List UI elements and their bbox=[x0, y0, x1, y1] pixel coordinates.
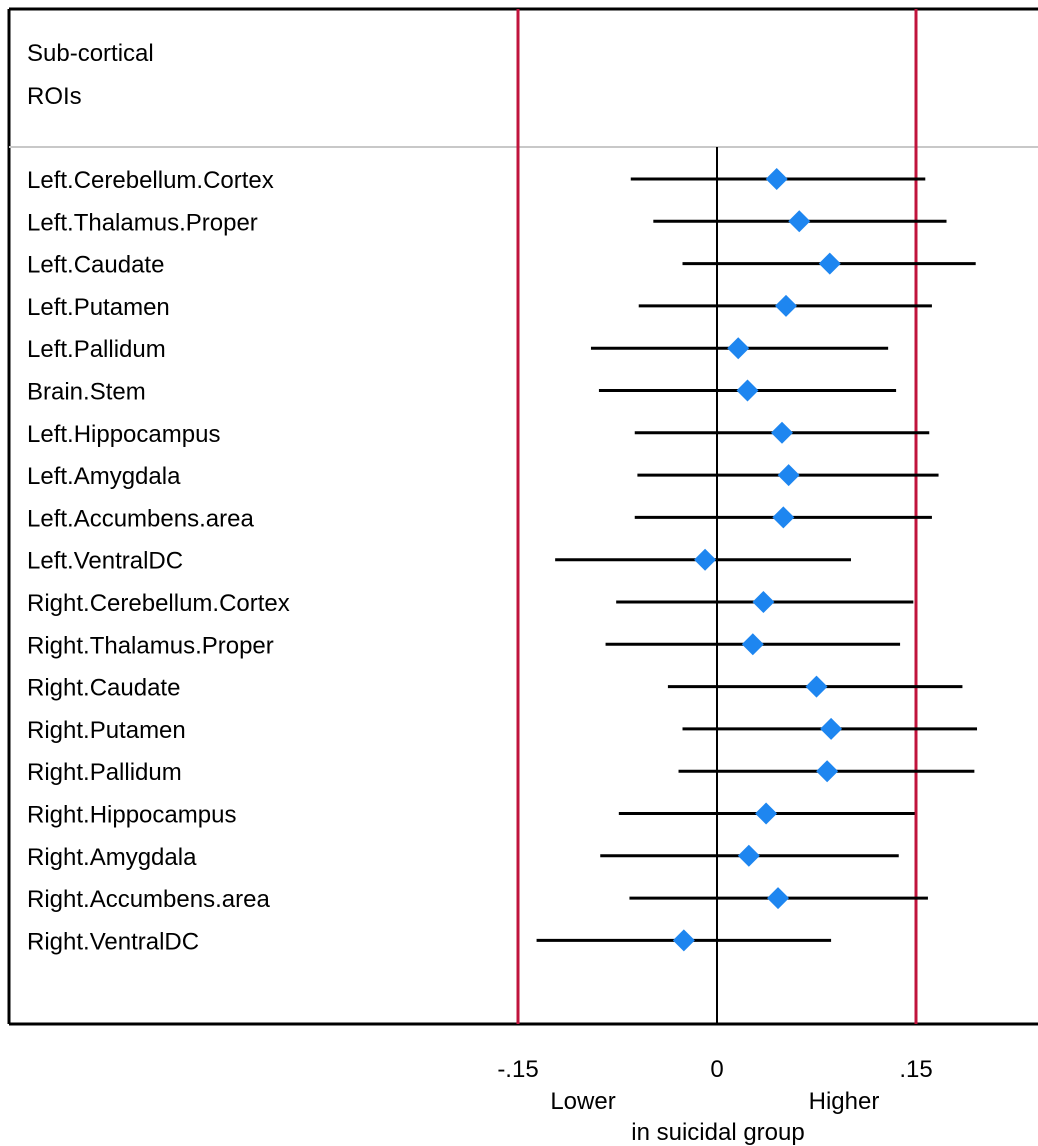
header-title-line-2: ROIs bbox=[27, 83, 82, 110]
estimate-marker bbox=[752, 591, 775, 613]
estimate-marker bbox=[741, 633, 764, 656]
row-label: Right.Thalamus.Proper bbox=[27, 632, 274, 659]
estimate-marker bbox=[767, 887, 790, 910]
higher-label: Higher bbox=[809, 1088, 880, 1115]
row-label: Left.Pallidum bbox=[27, 336, 166, 363]
row-label: Right.Caudate bbox=[27, 675, 180, 702]
estimate-marker bbox=[820, 717, 843, 740]
estimate-marker bbox=[805, 675, 828, 698]
row-label: Left.Caudate bbox=[27, 252, 164, 279]
estimate-marker bbox=[736, 379, 759, 402]
row-label: Left.Cerebellum.Cortex bbox=[27, 167, 274, 194]
row-label: Left.Thalamus.Proper bbox=[27, 209, 258, 236]
row-label: Brain.Stem bbox=[27, 379, 146, 406]
estimate-marker bbox=[816, 760, 839, 783]
estimate-marker bbox=[727, 337, 750, 360]
estimate-markers bbox=[672, 168, 843, 952]
estimate-marker bbox=[772, 506, 795, 529]
axis-tick-label: .15 bbox=[899, 1056, 932, 1083]
row-label: Right.Cerebellum.Cortex bbox=[27, 590, 290, 617]
estimate-marker bbox=[737, 844, 760, 867]
estimate-marker bbox=[771, 421, 794, 444]
row-label: Right.VentralDC bbox=[27, 928, 199, 955]
header-title-line-1: Sub-cortical bbox=[27, 40, 154, 67]
direction-labels: Lower Higher in suicidal group bbox=[550, 1088, 879, 1146]
confidence-interval-lines bbox=[536, 177, 978, 942]
row-label: Right.Putamen bbox=[27, 717, 186, 744]
row-label: Right.Hippocampus bbox=[27, 802, 236, 829]
row-label: Left.Accumbens.area bbox=[27, 505, 254, 532]
row-label: Right.Amygdala bbox=[27, 844, 197, 871]
estimate-marker bbox=[755, 802, 778, 825]
estimate-marker bbox=[694, 548, 717, 571]
row-labels: Left.Cerebellum.Cortex Left.Thalamus.Prop… bbox=[27, 167, 290, 955]
row-label: Right.Accumbens.area bbox=[27, 886, 270, 913]
row-label: Left.VentralDC bbox=[27, 548, 183, 575]
row-label: Left.Putamen bbox=[27, 294, 170, 321]
row-label: Left.Amygdala bbox=[27, 463, 181, 490]
estimate-marker bbox=[777, 464, 800, 487]
row-label: Left.Hippocampus bbox=[27, 421, 220, 448]
plot-frame bbox=[7, 7, 1038, 1026]
estimate-marker bbox=[774, 294, 797, 317]
lower-label: Lower bbox=[550, 1088, 615, 1115]
row-label: Right.Pallidum bbox=[27, 759, 182, 786]
axis-tick-label: 0 bbox=[710, 1056, 723, 1083]
axis-tick-labels: -.15 0 .15 bbox=[497, 1056, 932, 1083]
estimate-marker bbox=[788, 210, 811, 233]
estimate-marker bbox=[765, 168, 788, 190]
axis-tick-label: -.15 bbox=[497, 1056, 538, 1083]
axis-caption: in suicidal group bbox=[631, 1119, 804, 1146]
estimate-marker bbox=[818, 252, 841, 275]
estimate-marker bbox=[672, 929, 695, 952]
header-text: Sub-cortical ROIs bbox=[27, 40, 154, 110]
